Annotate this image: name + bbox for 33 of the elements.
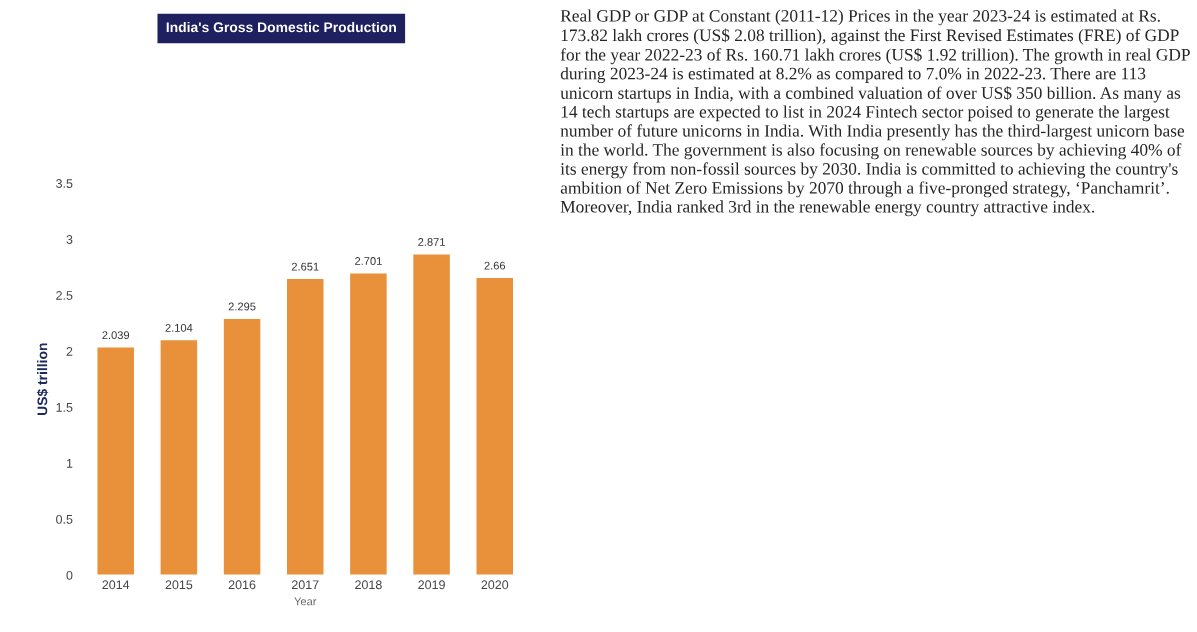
x-tick-label: 2016	[228, 580, 256, 590]
data-label: 2.651	[291, 262, 319, 271]
x-tick-label: 2020	[481, 580, 509, 590]
y-tick-label: 2	[66, 347, 73, 356]
data-label: 2.871	[418, 238, 445, 246]
bar	[475, 276, 515, 576]
y-tick-label: 3.5	[56, 179, 73, 188]
data-label: 2.295	[228, 302, 256, 311]
y-tick-label: 0.5	[56, 514, 73, 524]
x-tick-label: 2017	[291, 580, 319, 590]
bar	[96, 346, 136, 576]
y-tick-label: 3	[66, 235, 73, 244]
bar	[222, 317, 262, 576]
x-tick-label: 2019	[418, 580, 445, 590]
data-label: 2.66	[484, 261, 506, 270]
chart-title: India's Gross Domestic Production	[166, 21, 396, 33]
y-axis-title: US$ trillion	[36, 343, 49, 416]
data-label: 2.104	[165, 323, 193, 332]
data-label: 2.039	[102, 331, 130, 340]
y-tick-label: 1.5	[56, 403, 73, 412]
x-axis-title: Year	[294, 597, 317, 606]
bar	[285, 277, 325, 576]
bar	[159, 338, 199, 576]
bar	[411, 253, 452, 576]
text: Real GDP or GDP at Constant (2011-12) Prices in the year 2023-24 is estimated at Rs. 173.82 lakh crores (US$ 2.08 trillion), against the First Revised Estimates (FRE) of GDP for the year 2022-23 of Rs. 160.71 lakh crores (US$ 1.92 trillion). The growth in real GDP during 2023-24 is estimated at 8.2% as compared to 7.0% in 2022-23. There are 113 unicorn startups in India, with a combined valuation of over US$ 350 billion. As many as 14 tech startups are expected to list in 2024 Fintech sector poised to generate the largest number of future unicorns in India. With India presently has the third-largest unicorn base in the world. The government is also focusing on renewable sources by achieving 40% of its energy from non-fossil sources by 2030. India is committed to achieving the country's ambition of Net Zero Emissions by 2070 through a five-pronged strategy, ‘Panchamrit’. Moreover, India ranked 3rd in the renewable energy country attractive index.	[560, 9, 1190, 217]
x-tick-label: 2018	[355, 580, 382, 590]
y-tick-label: 2.5	[56, 291, 73, 300]
data-label: 2.701	[355, 257, 382, 265]
y-tick-label: 0	[66, 570, 73, 580]
x-tick-label: 2015	[165, 580, 193, 590]
x-tick-label: 2014	[102, 580, 130, 590]
bar	[348, 272, 389, 576]
y-tick-label: 1	[66, 459, 73, 468]
